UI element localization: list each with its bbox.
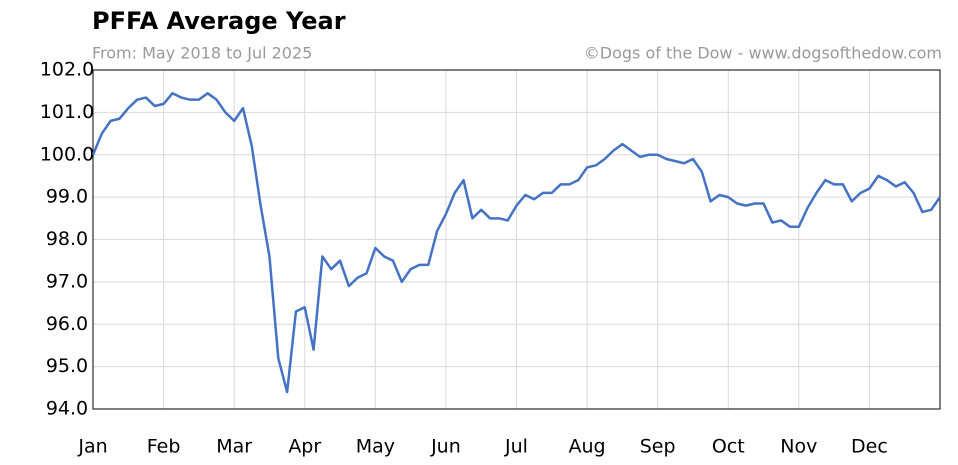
x-tick-label: Aug bbox=[569, 436, 606, 458]
x-tick-label: Dec bbox=[851, 436, 888, 458]
x-tick-label: Jun bbox=[430, 436, 461, 458]
x-tick-label: Oct bbox=[712, 436, 745, 458]
y-tick-label: 98.0 bbox=[46, 228, 88, 250]
chart-subtitle: From: May 2018 to Jul 2025 bbox=[92, 44, 312, 63]
x-tick-label: Nov bbox=[780, 436, 817, 458]
credit: ©Dogs of the Dow - www.dogsofthedow.com bbox=[584, 44, 942, 63]
y-tick-label: 99.0 bbox=[46, 186, 88, 208]
x-tick-label: Feb bbox=[147, 436, 181, 458]
data-line bbox=[91, 92, 942, 394]
x-tick-label: Sep bbox=[640, 436, 676, 458]
y-tick-label: 102.0 bbox=[40, 59, 94, 81]
y-tick-label: 94.0 bbox=[46, 398, 88, 420]
y-tick-label: 95.0 bbox=[46, 355, 88, 377]
plot-frame bbox=[92, 69, 941, 410]
x-tick-label: May bbox=[356, 436, 395, 458]
x-tick-label: Mar bbox=[216, 436, 252, 458]
y-tick-label: 97.0 bbox=[46, 270, 88, 292]
chart-title: PFFA Average Year bbox=[92, 7, 346, 35]
y-tick-label: 96.0 bbox=[46, 313, 88, 335]
x-tick-label: Apr bbox=[288, 436, 321, 458]
y-tick-label: 100.0 bbox=[40, 143, 94, 165]
x-tick-label: Jan bbox=[77, 436, 107, 458]
y-tick-label: 101.0 bbox=[40, 101, 94, 123]
x-tick-label: Jul bbox=[504, 436, 528, 458]
